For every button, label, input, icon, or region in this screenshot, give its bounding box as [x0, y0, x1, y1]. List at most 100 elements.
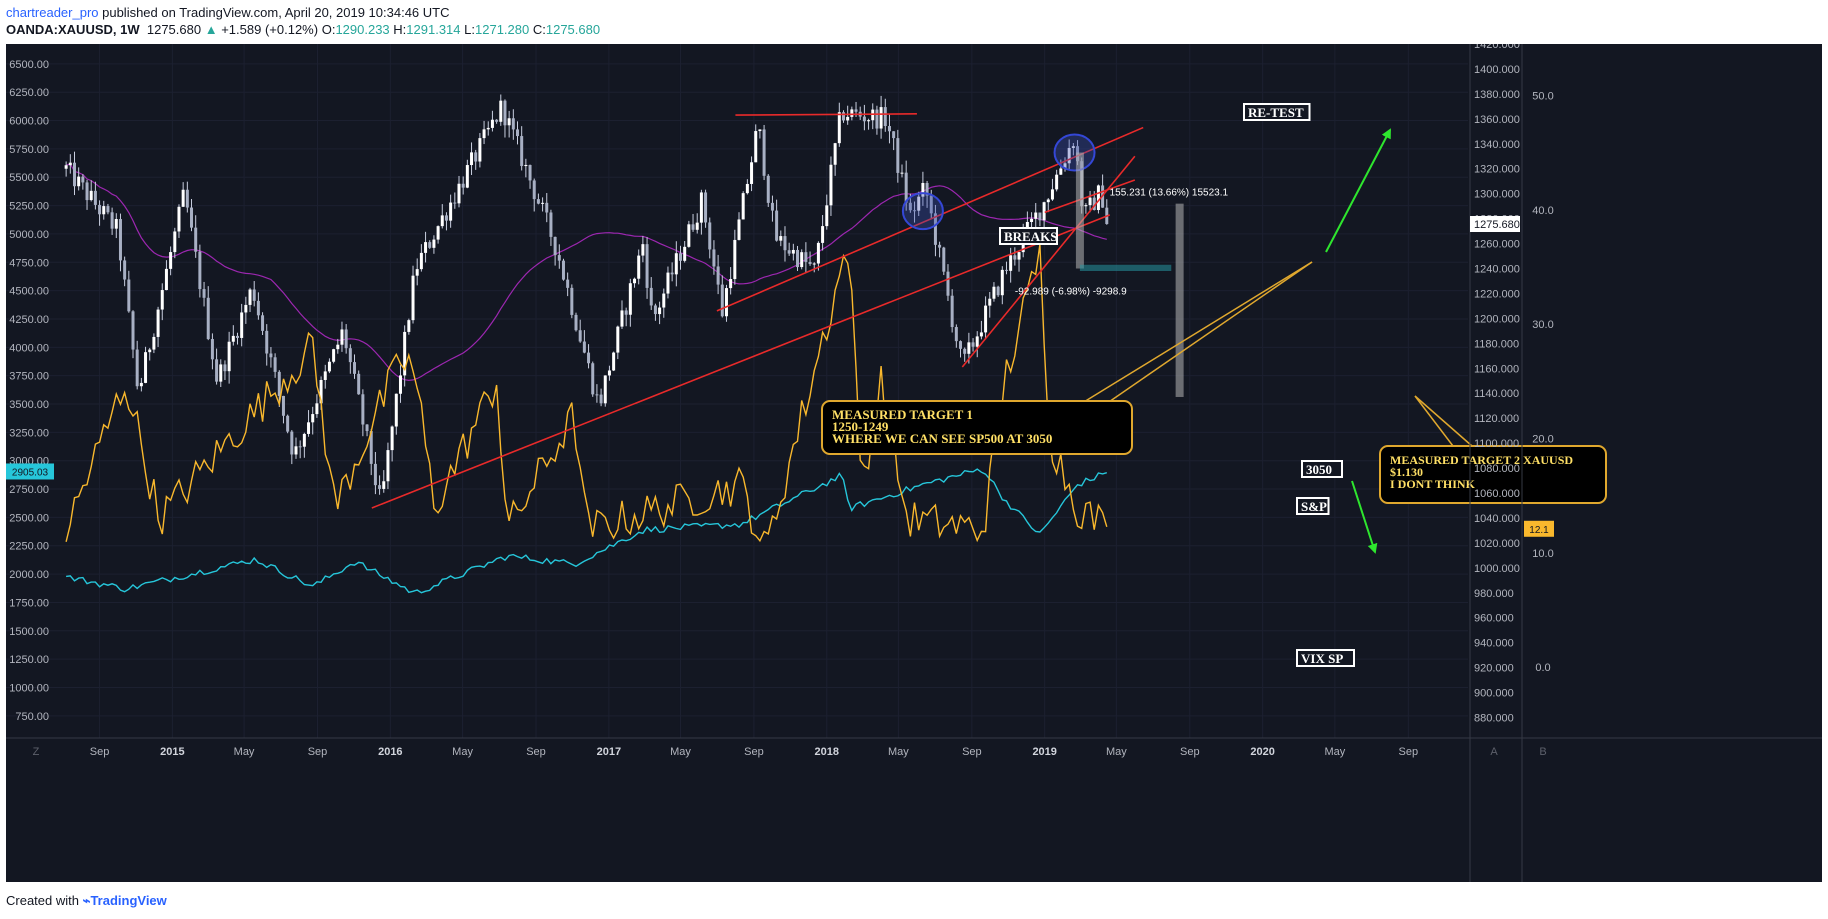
sp-label-box-inner — [1298, 499, 1328, 513]
candle-body — [729, 279, 733, 289]
candle-body — [382, 481, 386, 489]
trend-line — [716, 126, 1144, 312]
left-axis-tick: 1750.00 — [9, 597, 49, 609]
candle-body — [499, 100, 503, 122]
left-axis-tick: 4250.00 — [9, 314, 49, 326]
candle-body — [386, 450, 390, 482]
candle-body — [85, 182, 89, 201]
candle-body — [1038, 212, 1042, 221]
left-axis-tick: 5500.00 — [9, 172, 49, 184]
candle-body — [775, 210, 779, 241]
candle-body — [64, 165, 68, 169]
candle-body — [231, 335, 235, 342]
candle-body — [570, 287, 574, 315]
candle-body — [808, 261, 812, 264]
chart-header: chartreader_pro published on TradingView… — [0, 0, 1828, 44]
candle-body — [344, 329, 348, 349]
candle-body — [553, 236, 557, 256]
candle-body — [787, 250, 791, 254]
candle-body — [465, 165, 469, 188]
time-axis-tick: 2019 — [1032, 746, 1056, 758]
candle-body — [114, 219, 118, 229]
time-axis-tick: May — [234, 746, 255, 758]
candle-body — [566, 279, 570, 288]
candle-body — [361, 394, 365, 425]
right-axis-tick: 1060.000 — [1474, 488, 1520, 500]
right-axis-tick: 920.000 — [1474, 663, 1514, 675]
candle-body — [1050, 189, 1054, 200]
candle-body — [181, 189, 185, 207]
candle-body — [633, 278, 637, 284]
callout-target-1-line: WHERE WE CAN SEE SP500 AT 3050 — [832, 431, 1052, 446]
candle-body — [72, 162, 76, 187]
low-label: L: — [464, 22, 475, 37]
candle-body — [398, 375, 402, 394]
candle-body — [841, 112, 845, 121]
candle-body — [653, 305, 657, 315]
candle-body — [1096, 185, 1100, 211]
candle-body — [921, 182, 925, 197]
candle-body — [971, 342, 975, 347]
candle-body — [357, 373, 361, 395]
price-chart[interactable]: 155.231 (13.66%) 15523.1 -92.989 (-6.98%)… — [0, 44, 1828, 886]
candle-body — [933, 213, 937, 245]
right-axis-tick: 1360.000 — [1474, 114, 1520, 126]
candle-body — [837, 112, 841, 144]
sp-target-label: 3050 — [1306, 462, 1332, 477]
candle-body — [883, 107, 887, 127]
drawings-layer: 155.231 (13.66%) 15523.1 -92.989 (-6.98%)… — [371, 103, 1607, 667]
callout-target-1-pointer — [1109, 261, 1313, 402]
candle-body — [946, 271, 950, 296]
tradingview-logo[interactable]: ⌁ — [82, 893, 91, 908]
tradingview-brand[interactable]: TradingView — [90, 893, 167, 908]
candle-body — [821, 226, 825, 243]
time-axis-tick: 2020 — [1250, 746, 1274, 758]
candle-body — [68, 162, 72, 166]
candle-body — [1034, 212, 1038, 219]
time-axis[interactable]: Sep 2015 May Sep 2016 May Sep 2017 May Sep 2018 May… — [6, 737, 1822, 758]
candle-body — [102, 206, 106, 215]
candle-body — [369, 431, 373, 464]
candle-body — [110, 212, 114, 229]
candle-body — [411, 275, 415, 321]
candle-body — [495, 119, 499, 122]
vix-axis-tick: 50.0 — [1532, 90, 1553, 102]
candle-body — [240, 312, 244, 338]
author-link[interactable]: chartreader_pro — [6, 5, 99, 20]
candle-body — [327, 361, 331, 372]
candle-body — [812, 263, 816, 265]
candle-body — [177, 206, 181, 232]
left-price-axis[interactable]: 750.00 1000.00 1250.00 1500.00 1750.00 2000.0… — [6, 59, 54, 723]
candle-body — [1017, 252, 1021, 260]
candle-body — [440, 215, 444, 227]
measure-bar-down — [1075, 152, 1084, 269]
candle-body — [967, 342, 971, 354]
left-axis-tick: 3250.00 — [9, 427, 49, 439]
left-axis-tick: 1000.00 — [9, 682, 49, 694]
candle-body — [190, 207, 194, 228]
right-axis-tick: 1100.000 — [1474, 438, 1519, 450]
candle-body — [1084, 205, 1088, 207]
callout-target-2-pointer — [1414, 395, 1473, 447]
candle-body — [428, 242, 432, 248]
candle-body — [754, 131, 758, 163]
candle-body — [724, 288, 728, 317]
candle-body — [716, 266, 720, 285]
candle-body — [1009, 255, 1013, 271]
symbol-name[interactable]: OANDA:XAUUSD, 1W — [6, 22, 140, 37]
right-price-axis[interactable]: 880.000 900.000 920.000 940.000 960.000 980.0… — [1469, 44, 1520, 882]
candle-body — [557, 255, 561, 261]
time-axis-tick: Sep — [1180, 746, 1200, 758]
vix-axis-tick: 20.0 — [1532, 433, 1553, 445]
candle-body — [457, 183, 461, 204]
candle-body — [783, 236, 787, 251]
candle-body — [942, 247, 946, 272]
time-axis-tick: Sep — [526, 746, 546, 758]
candle-body — [123, 260, 127, 280]
vix-scale-axis[interactable]: 0.0 10.0 20.0 30.0 40.0 50.0 12.1 — [1521, 44, 1554, 882]
candle-body — [695, 222, 699, 230]
candle-body — [591, 363, 595, 395]
candle-body — [733, 239, 737, 280]
candle-body — [691, 224, 695, 230]
breaks-label-box-inner — [1001, 229, 1056, 243]
